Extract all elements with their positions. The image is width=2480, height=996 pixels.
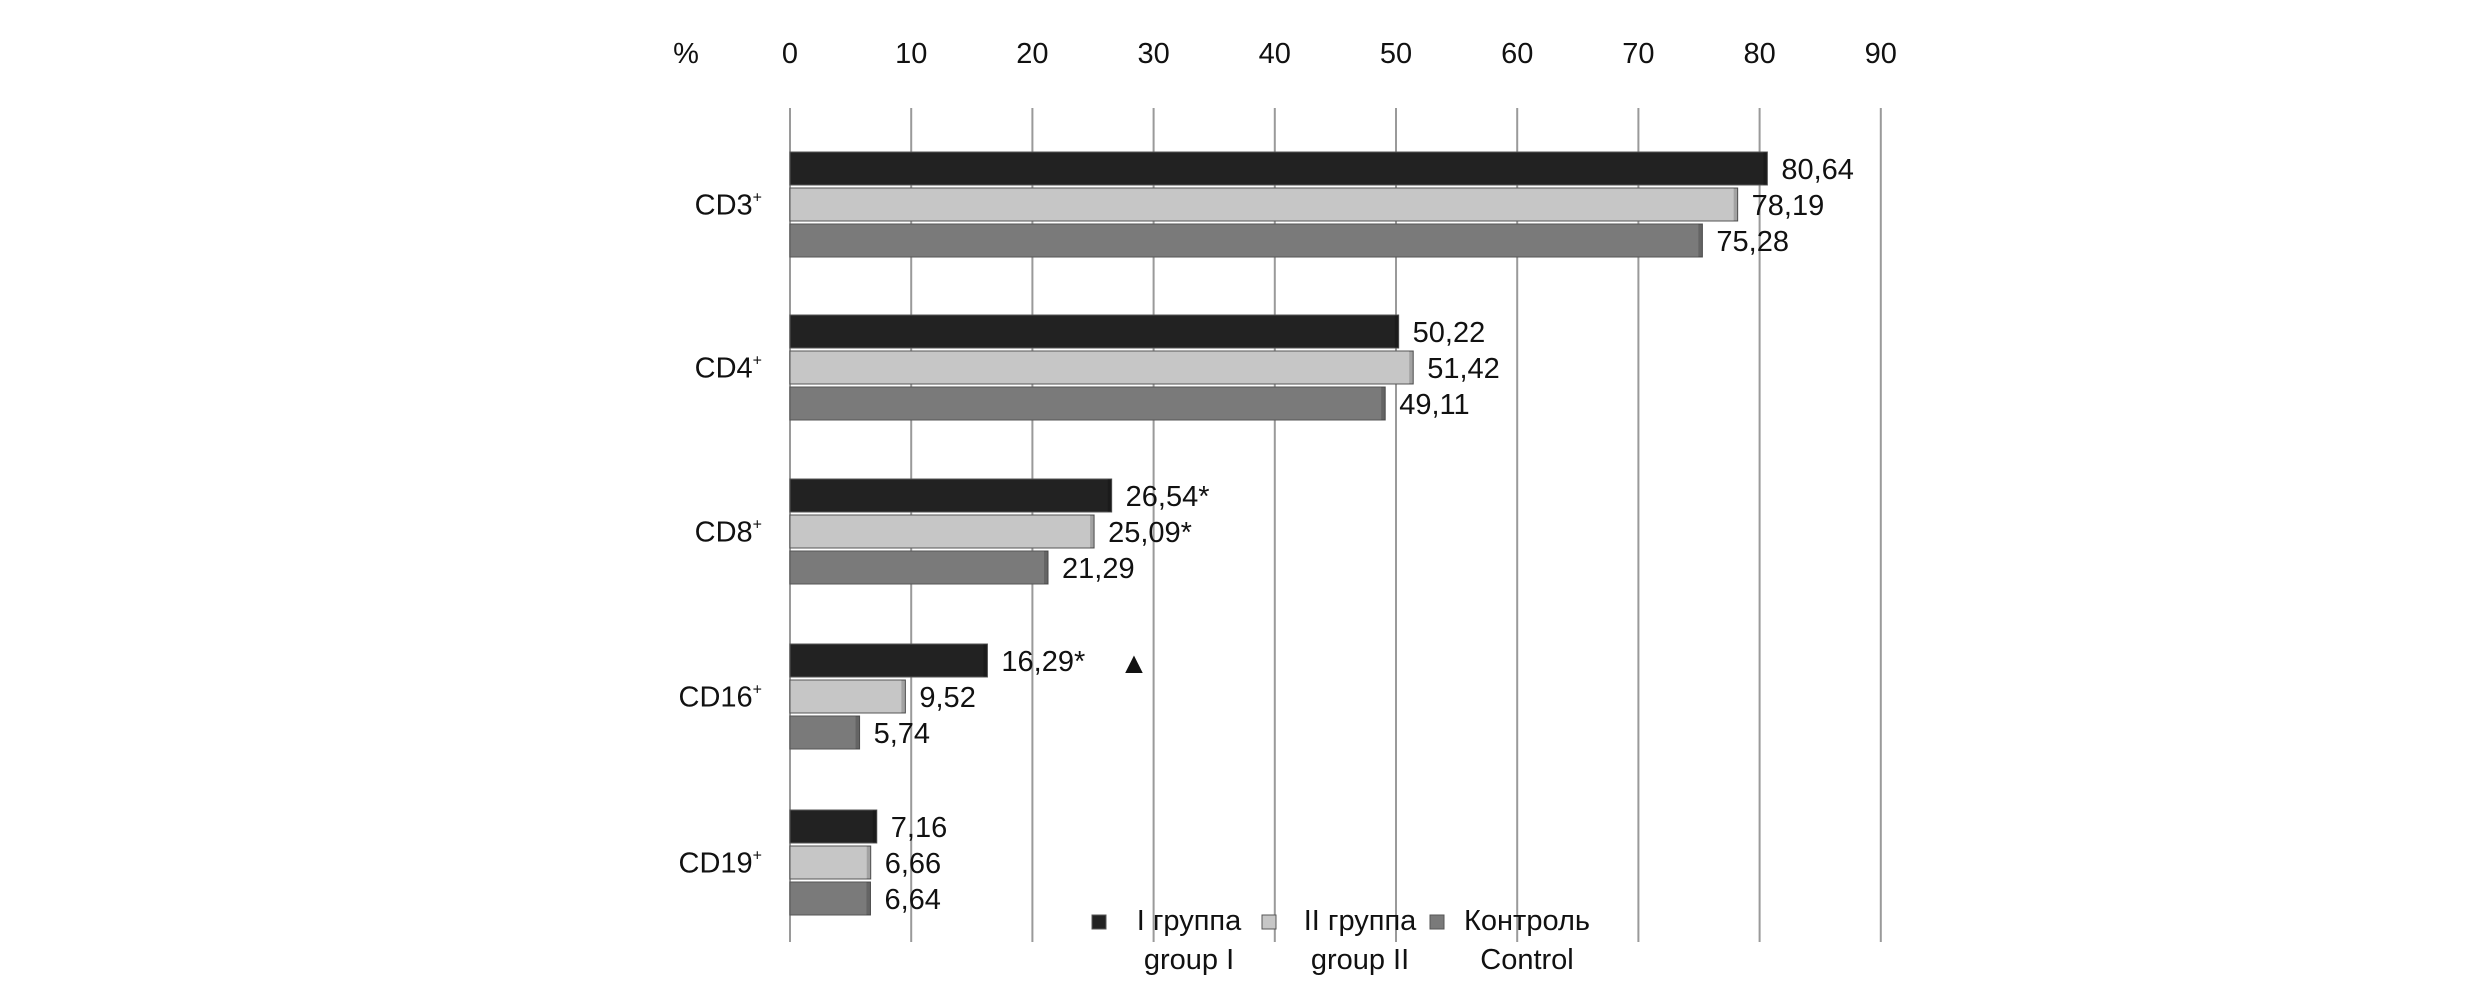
data-label: 78,19	[1752, 190, 1825, 222]
bar	[789, 314, 1400, 349]
data-label: 5,74	[874, 718, 930, 750]
data-label: 6,66	[885, 848, 941, 880]
data-label: 49,11	[1399, 389, 1469, 421]
bar	[789, 809, 878, 844]
data-label: 80,64	[1781, 154, 1854, 186]
axis-unit-label: %	[673, 38, 699, 70]
bar-edge-shade	[1107, 479, 1112, 512]
x-tick-label: 70	[1622, 38, 1654, 70]
legend-swatch	[1091, 914, 1107, 930]
data-label: 75,28	[1716, 226, 1789, 258]
data-label: 50,22	[1413, 317, 1486, 349]
legend-swatch	[1429, 914, 1445, 930]
category-label: CD19+	[679, 848, 763, 880]
data-label: 51,42	[1427, 353, 1500, 385]
bar	[789, 478, 1113, 513]
significance-marker: ▲	[1119, 647, 1149, 680]
bar-edge-shade	[983, 644, 988, 677]
x-tick-label: 60	[1501, 38, 1533, 70]
category-label: CD16+	[679, 682, 763, 714]
legend-label-en: group I	[1144, 944, 1234, 976]
category-label-superscript: +	[753, 517, 762, 534]
data-label: 21,29	[1062, 553, 1135, 585]
bar-edge-shade	[1733, 188, 1738, 221]
bar-edge-shade	[901, 680, 906, 713]
bar	[789, 514, 1095, 549]
bar-edge-shade	[1698, 224, 1703, 257]
bar	[789, 679, 906, 714]
bar-edge-shade	[1409, 351, 1414, 384]
category-label: CD3+	[695, 190, 762, 222]
x-tick-label: 40	[1259, 38, 1291, 70]
bars	[789, 151, 1768, 916]
legend-swatch	[1261, 914, 1277, 930]
bar	[789, 187, 1739, 222]
bar	[789, 550, 1049, 585]
legend-label-ru: II группа	[1304, 905, 1417, 937]
x-tick-label: 10	[895, 38, 927, 70]
bar	[789, 223, 1703, 258]
data-label: 25,09*	[1108, 517, 1192, 549]
bar-edge-shade	[855, 716, 860, 749]
bar	[789, 386, 1386, 421]
category-label-superscript: +	[753, 190, 762, 207]
bar-edge-shade	[1090, 515, 1095, 548]
x-tick-label: 50	[1380, 38, 1412, 70]
bar	[789, 350, 1414, 385]
category-label: CD8+	[695, 517, 762, 549]
bar-edge-shade	[866, 882, 871, 915]
x-tick-label: 0	[782, 38, 798, 70]
data-label: 6,64	[884, 884, 940, 916]
legend-label-ru: I группа	[1137, 905, 1242, 937]
data-label: 9,52	[919, 682, 975, 714]
category-label-superscript: +	[753, 353, 762, 370]
bar-edge-shade	[1394, 315, 1399, 348]
category-label-superscript: +	[753, 848, 762, 865]
bar-edge-shade	[1381, 387, 1386, 420]
data-labels: 80,64 50,22 26,54* 16,29* 7,16 78,19 51,42 25,0…	[874, 154, 1854, 916]
data-label: 16,29*	[1001, 646, 1085, 678]
legend-label-en: group II	[1311, 944, 1409, 976]
x-tick-label: 30	[1137, 38, 1169, 70]
x-tick-label: 20	[1016, 38, 1048, 70]
bar	[789, 845, 872, 880]
bar-edge-shade	[1044, 551, 1049, 584]
category-label: CD4+	[695, 353, 762, 385]
bar	[789, 151, 1768, 186]
legend-label-en: Control	[1480, 944, 1574, 976]
bar-edge-shade	[866, 846, 871, 879]
x-tick-label: 90	[1865, 38, 1897, 70]
bar	[789, 643, 988, 678]
x-axis-ticks: 0 10 20 30 40 50 60 70 80 90%	[673, 38, 1897, 70]
bar	[789, 881, 871, 916]
data-label: 7,16	[891, 812, 947, 844]
bar	[789, 715, 861, 750]
legend-label-ru: Контроль	[1464, 905, 1590, 937]
data-label: 26,54*	[1126, 481, 1210, 513]
bar-edge-shade	[872, 810, 877, 843]
category-label-superscript: +	[753, 682, 762, 699]
bar-edge-shade	[1763, 152, 1768, 185]
x-tick-label: 80	[1743, 38, 1775, 70]
category-axis: CD3+ CD4+ CD8+ CD16+ CD19+	[679, 190, 763, 880]
legend: I группа group I II группа group II Контроль…	[1091, 905, 1590, 976]
